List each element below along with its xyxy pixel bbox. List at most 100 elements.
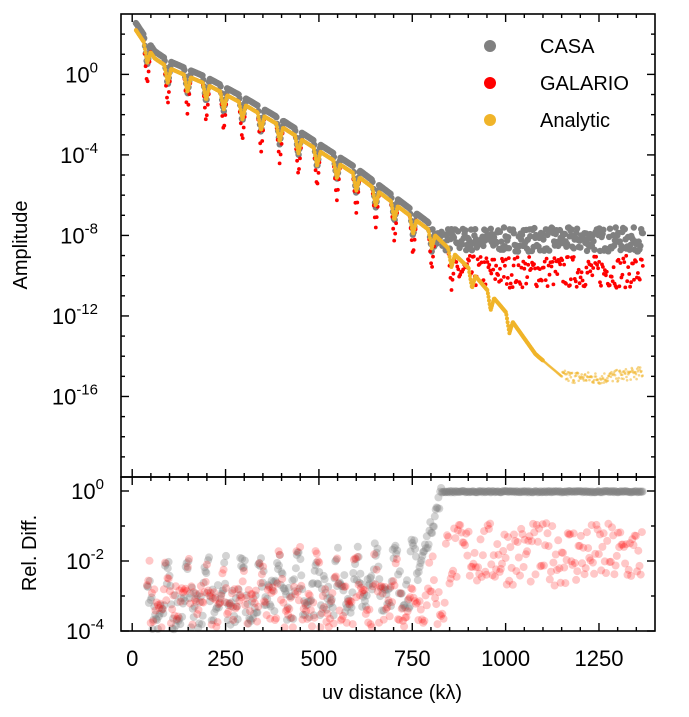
casa-reldiff-point	[602, 487, 611, 495]
galario-reldiff-point	[157, 623, 166, 632]
casa-reldiff-point	[360, 597, 369, 606]
galario-point	[515, 255, 520, 260]
casa-reldiff-point	[455, 487, 464, 496]
analytic-point	[590, 375, 594, 379]
casa-point	[462, 227, 469, 234]
casa-reldiff-point	[499, 487, 508, 496]
analytic-point	[141, 39, 146, 44]
galario-point	[637, 277, 642, 282]
galario-reldiff-point	[323, 609, 332, 618]
analytic-point	[583, 373, 587, 376]
galario-reldiff-point	[336, 616, 345, 625]
casa-reldiff-point	[538, 488, 547, 497]
casa-reldiff-point	[408, 539, 417, 547]
galario-reldiff-point	[194, 605, 203, 614]
casa-reldiff-point	[586, 488, 595, 497]
casa-reldiff-point	[468, 487, 477, 496]
casa-reldiff-point	[443, 487, 452, 496]
casa-reldiff-point	[183, 565, 192, 573]
casa-reldiff-point	[542, 488, 550, 497]
galario-reldiff-point	[162, 596, 171, 605]
galario-point	[631, 261, 635, 266]
galario-point	[639, 257, 644, 262]
galario-point	[456, 267, 461, 272]
casa-reldiff-point	[519, 487, 528, 496]
galario-reldiff-point	[370, 550, 379, 559]
galario-reldiff-point	[230, 585, 239, 594]
galario-reldiff-point	[213, 618, 222, 627]
galario-reldiff-point	[623, 570, 632, 579]
analytic-point	[427, 232, 432, 237]
casa-reldiff-point	[418, 551, 427, 560]
galario-point	[504, 257, 508, 262]
galario-reldiff-point	[608, 523, 616, 532]
analytic-point	[606, 379, 610, 383]
galario-reldiff-point	[372, 565, 381, 574]
analytic-point	[202, 87, 207, 92]
casa-reldiff-point	[417, 556, 426, 565]
galario-reldiff-point	[351, 554, 360, 563]
casa-reldiff-point	[331, 557, 340, 566]
galario-point	[493, 277, 498, 281]
galario-reldiff-point	[355, 591, 364, 600]
galario-point	[596, 266, 600, 271]
casa-reldiff-point	[222, 598, 231, 607]
casa-reldiff-point	[292, 550, 301, 559]
casa-reldiff-point	[352, 576, 361, 585]
xtick-label: 250	[207, 646, 244, 671]
casa-reldiff-point	[279, 584, 288, 592]
casa-reldiff-point	[275, 551, 284, 560]
casa-reldiff-point	[308, 580, 316, 588]
casa-reldiff-point	[343, 603, 351, 612]
analytic-point	[163, 71, 168, 75]
casa-reldiff-point	[196, 598, 204, 607]
galario-reldiff-point	[598, 542, 607, 551]
analytic-point	[370, 186, 375, 191]
galario-point	[143, 64, 148, 69]
galario-reldiff-point	[517, 524, 526, 533]
galario-point	[454, 260, 459, 264]
galario-reldiff-point	[312, 549, 321, 558]
galario-reldiff-point	[474, 563, 483, 572]
analytic-point	[486, 294, 491, 299]
galario-reldiff-point	[152, 598, 161, 607]
analytic-point	[625, 375, 628, 379]
analytic-point	[567, 379, 570, 383]
casa-reldiff-point	[464, 487, 472, 496]
galario-point	[574, 284, 579, 289]
galario-point	[616, 257, 621, 262]
casa-reldiff-point	[621, 487, 630, 495]
casa-reldiff-point	[476, 487, 485, 496]
analytic-point	[621, 373, 624, 377]
analytic-point	[371, 189, 376, 194]
casa-reldiff-point	[572, 487, 581, 496]
casa-reldiff-point	[583, 487, 592, 496]
galario-reldiff-point	[489, 551, 498, 560]
galario-reldiff-point	[223, 609, 232, 618]
galario-point	[489, 271, 494, 276]
casa-reldiff-point	[303, 600, 312, 609]
galario-point	[167, 90, 171, 94]
galario-point	[411, 248, 416, 253]
galario-reldiff-point	[463, 551, 472, 560]
galario-reldiff-point	[431, 594, 440, 603]
casa-reldiff-point	[180, 597, 189, 605]
casa-reldiff-point	[238, 554, 247, 563]
casa-point	[591, 246, 598, 253]
casa-reldiff-point	[338, 582, 347, 591]
galario-reldiff-point	[634, 546, 643, 555]
galario-reldiff-point	[229, 615, 238, 624]
galario-reldiff-point	[443, 531, 452, 540]
legend-marker-galario	[484, 77, 496, 89]
casa-reldiff-point	[588, 488, 597, 497]
galario-reldiff-point	[470, 548, 479, 557]
analytic-point	[447, 251, 451, 256]
galario-reldiff-point	[591, 549, 600, 558]
galario-point	[549, 264, 554, 269]
galario-reldiff-point	[630, 531, 639, 540]
casa-reldiff-point	[394, 570, 403, 579]
galario-reldiff-point	[379, 615, 388, 624]
galario-reldiff-point	[526, 577, 535, 586]
casa-reldiff-point	[450, 488, 459, 497]
casa-reldiff-point	[616, 487, 625, 496]
